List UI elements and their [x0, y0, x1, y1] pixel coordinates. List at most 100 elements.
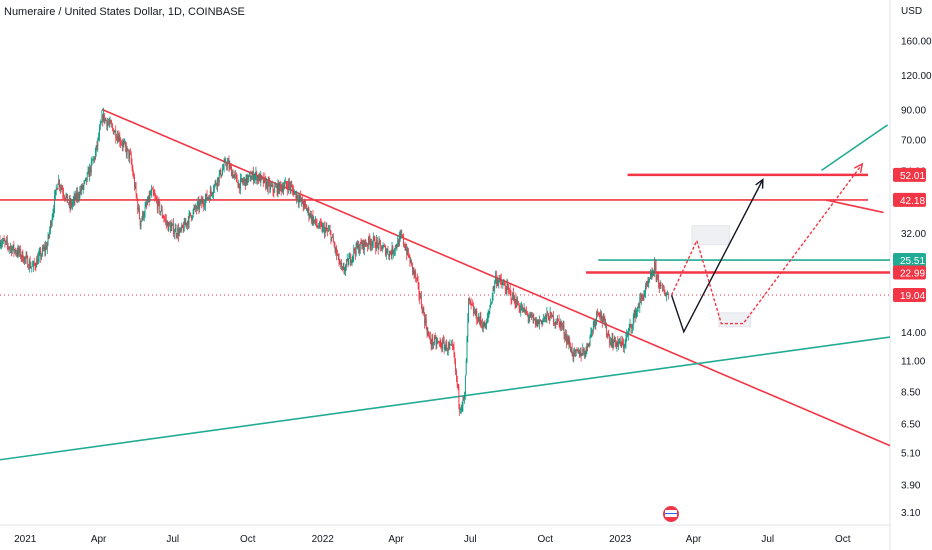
candle-body — [216, 184, 218, 187]
candle-body — [570, 346, 571, 352]
candle-body — [246, 175, 248, 183]
candle-body — [26, 256, 28, 257]
flag-icon[interactable] — [663, 506, 679, 522]
candle-body — [602, 316, 604, 322]
candle-body — [312, 215, 314, 224]
candle-body — [549, 312, 551, 321]
candle-body — [318, 227, 320, 228]
candle-body — [261, 175, 263, 177]
candle-body — [442, 340, 444, 342]
grid — [0, 0, 891, 550]
candle-body — [503, 283, 505, 285]
candle-body — [277, 182, 279, 194]
candle-body — [495, 275, 497, 284]
candle-body — [116, 136, 118, 139]
candle-body — [599, 315, 601, 317]
candle-body — [97, 138, 99, 147]
candle-body — [506, 284, 508, 293]
candle-body — [306, 205, 307, 211]
candle-body — [545, 315, 547, 319]
candle-body — [628, 327, 630, 331]
candle-body — [268, 180, 270, 182]
candle-body — [63, 195, 65, 198]
candle-body — [62, 189, 64, 194]
candle-body — [411, 260, 412, 263]
candle-body — [373, 237, 375, 239]
candle-body — [164, 218, 166, 220]
candle-body — [325, 227, 327, 230]
candle-body — [224, 160, 226, 163]
candle-body — [106, 120, 108, 127]
candle-body — [264, 177, 266, 180]
candle-body — [297, 199, 299, 203]
candle-body — [363, 240, 364, 250]
candle-body — [69, 200, 71, 207]
candle-body — [512, 292, 514, 300]
candle-body — [344, 270, 346, 272]
candle-body — [64, 197, 66, 200]
candle-body — [187, 221, 188, 226]
candle-body — [304, 201, 306, 204]
candle-body — [608, 333, 610, 336]
candle-body — [274, 186, 276, 193]
candle-body — [176, 234, 178, 236]
candle-body — [115, 130, 117, 139]
candle-body — [537, 319, 539, 327]
candle-body — [653, 273, 655, 275]
candle-body — [251, 176, 253, 180]
candle-body — [479, 316, 481, 322]
candle-body — [266, 181, 268, 190]
candle-body — [314, 219, 315, 222]
candle-body — [262, 176, 264, 184]
candle-body — [533, 317, 535, 320]
candle-body — [623, 344, 625, 349]
candle-body — [405, 249, 407, 250]
candle-body — [52, 212, 54, 218]
candle-body — [197, 201, 199, 204]
candle-body — [600, 312, 602, 317]
candle-body — [552, 315, 554, 324]
candle-body — [340, 263, 342, 265]
candle-body — [222, 167, 224, 170]
candle-body — [541, 320, 543, 324]
candle-body — [497, 280, 499, 284]
candle-body — [426, 327, 428, 335]
candle-body — [649, 274, 651, 280]
candle-body — [134, 185, 136, 188]
candle-body — [20, 256, 22, 258]
candle-body — [525, 311, 527, 313]
chart-title: Numeraire / United States Dollar, 1D, CO… — [4, 6, 245, 18]
candle-body — [438, 341, 440, 343]
candle-body — [331, 237, 333, 241]
candle-body — [664, 293, 666, 296]
candle-body — [183, 220, 185, 231]
candle-body — [257, 176, 259, 181]
candle-body — [626, 334, 628, 338]
candle-body — [566, 338, 568, 343]
candle-body — [337, 254, 338, 256]
candle-body — [154, 195, 156, 197]
candle-body — [133, 175, 135, 178]
candle-body — [636, 307, 638, 311]
candle-body — [460, 410, 461, 412]
candle-body — [558, 319, 560, 322]
candle-body — [585, 349, 587, 355]
candle-body — [108, 123, 110, 124]
candle-body — [336, 248, 338, 255]
candle-body — [254, 174, 256, 179]
candle-body — [655, 265, 657, 278]
candle-body — [100, 122, 102, 125]
trend-lines — [0, 108, 891, 461]
candle-body — [601, 318, 603, 322]
candle-body — [345, 265, 346, 271]
candle-body — [186, 222, 188, 226]
candle-body — [587, 343, 589, 347]
candle-body — [452, 344, 454, 347]
candle-body — [253, 172, 254, 181]
candle-body — [288, 181, 289, 191]
candle-body — [435, 338, 437, 345]
candle-body — [174, 227, 176, 233]
candle-body — [185, 222, 187, 225]
candle-body — [471, 303, 473, 305]
